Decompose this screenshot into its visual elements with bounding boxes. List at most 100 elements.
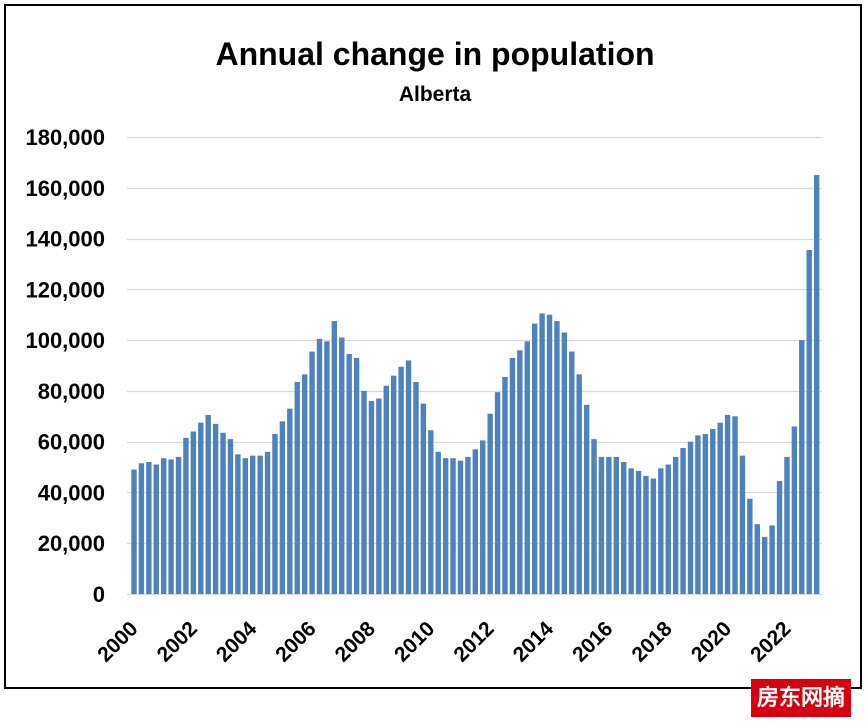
bar [413, 382, 419, 594]
bar [769, 525, 775, 594]
y-tick-label: 0 [93, 582, 105, 607]
bar [465, 456, 471, 594]
bar [598, 456, 605, 594]
bar [561, 332, 568, 594]
bar [138, 463, 145, 594]
bar [717, 422, 723, 595]
bar [710, 428, 716, 594]
bar [784, 456, 790, 594]
y-tick-label: 140,000 [25, 227, 105, 252]
bar [494, 392, 501, 594]
bar [480, 440, 486, 594]
bar [287, 408, 293, 594]
bar [353, 357, 360, 594]
bar [546, 314, 553, 594]
bar [643, 475, 649, 594]
bar [257, 455, 263, 594]
bar [487, 413, 493, 594]
bar [309, 351, 315, 594]
bar [250, 455, 256, 594]
bar [531, 323, 538, 594]
bar [294, 382, 300, 594]
bar [212, 423, 219, 594]
bar [264, 451, 271, 594]
bar [435, 451, 441, 594]
bar [762, 536, 768, 595]
y-tick-label: 20,000 [38, 531, 105, 556]
bar [747, 498, 753, 594]
chart-title: Annual change in population [215, 36, 654, 72]
y-axis-labels: 0 20,000 40,000 60,000 80,000 100,000 120,000 1… [25, 125, 105, 607]
bar [665, 464, 671, 594]
bar [205, 415, 211, 594]
bar [160, 458, 167, 594]
y-tick-label: 100,000 [25, 328, 105, 353]
bar [554, 321, 560, 594]
bar [613, 456, 619, 594]
bar [813, 175, 820, 594]
bar [220, 432, 226, 594]
bar [420, 403, 427, 594]
bar [339, 337, 345, 594]
bar [776, 481, 783, 594]
bar [695, 435, 701, 594]
bar [316, 338, 323, 594]
bar [509, 357, 516, 594]
bar [724, 415, 731, 594]
bar [635, 470, 642, 594]
bar [621, 461, 627, 594]
bar [272, 434, 278, 594]
bar [739, 455, 746, 594]
bar [732, 416, 738, 594]
bar [376, 398, 382, 594]
bar [502, 376, 508, 594]
bar [628, 468, 634, 594]
bar [524, 341, 530, 594]
bar [428, 430, 434, 594]
bar [131, 469, 137, 594]
bar [168, 459, 174, 594]
bar [183, 437, 189, 594]
bar [235, 454, 241, 594]
bar [153, 464, 159, 594]
y-tick-label: 180,000 [25, 125, 105, 150]
bar [687, 441, 694, 594]
bar [576, 374, 582, 594]
bar [331, 321, 338, 594]
bar-series [131, 175, 820, 595]
watermark-logo: 房东网摘 [751, 679, 851, 717]
bar [591, 439, 597, 594]
bar [368, 401, 375, 594]
bar [146, 461, 152, 594]
bar [517, 350, 523, 594]
y-tick-label: 60,000 [38, 430, 105, 455]
y-tick-label: 80,000 [38, 379, 105, 404]
bar [442, 458, 449, 594]
bar [672, 456, 679, 594]
y-tick-label: 160,000 [25, 176, 105, 201]
bar [702, 434, 709, 594]
bar [383, 385, 389, 594]
bar [457, 460, 464, 594]
bar [799, 340, 805, 594]
y-tick-label: 40,000 [38, 480, 105, 505]
bar [175, 456, 182, 594]
bar [361, 390, 367, 594]
bar [279, 421, 286, 594]
bar [190, 431, 197, 594]
bar [569, 351, 575, 594]
y-tick-label: 120,000 [25, 277, 105, 302]
bar [658, 468, 664, 594]
bar [583, 404, 590, 594]
bar [301, 374, 308, 594]
bar [405, 360, 412, 594]
bar [391, 375, 397, 594]
bar [606, 456, 612, 594]
bar [806, 249, 812, 595]
bar [450, 458, 456, 594]
bar [754, 524, 760, 594]
bar [472, 449, 479, 594]
bar [324, 341, 330, 594]
bar [398, 366, 404, 594]
